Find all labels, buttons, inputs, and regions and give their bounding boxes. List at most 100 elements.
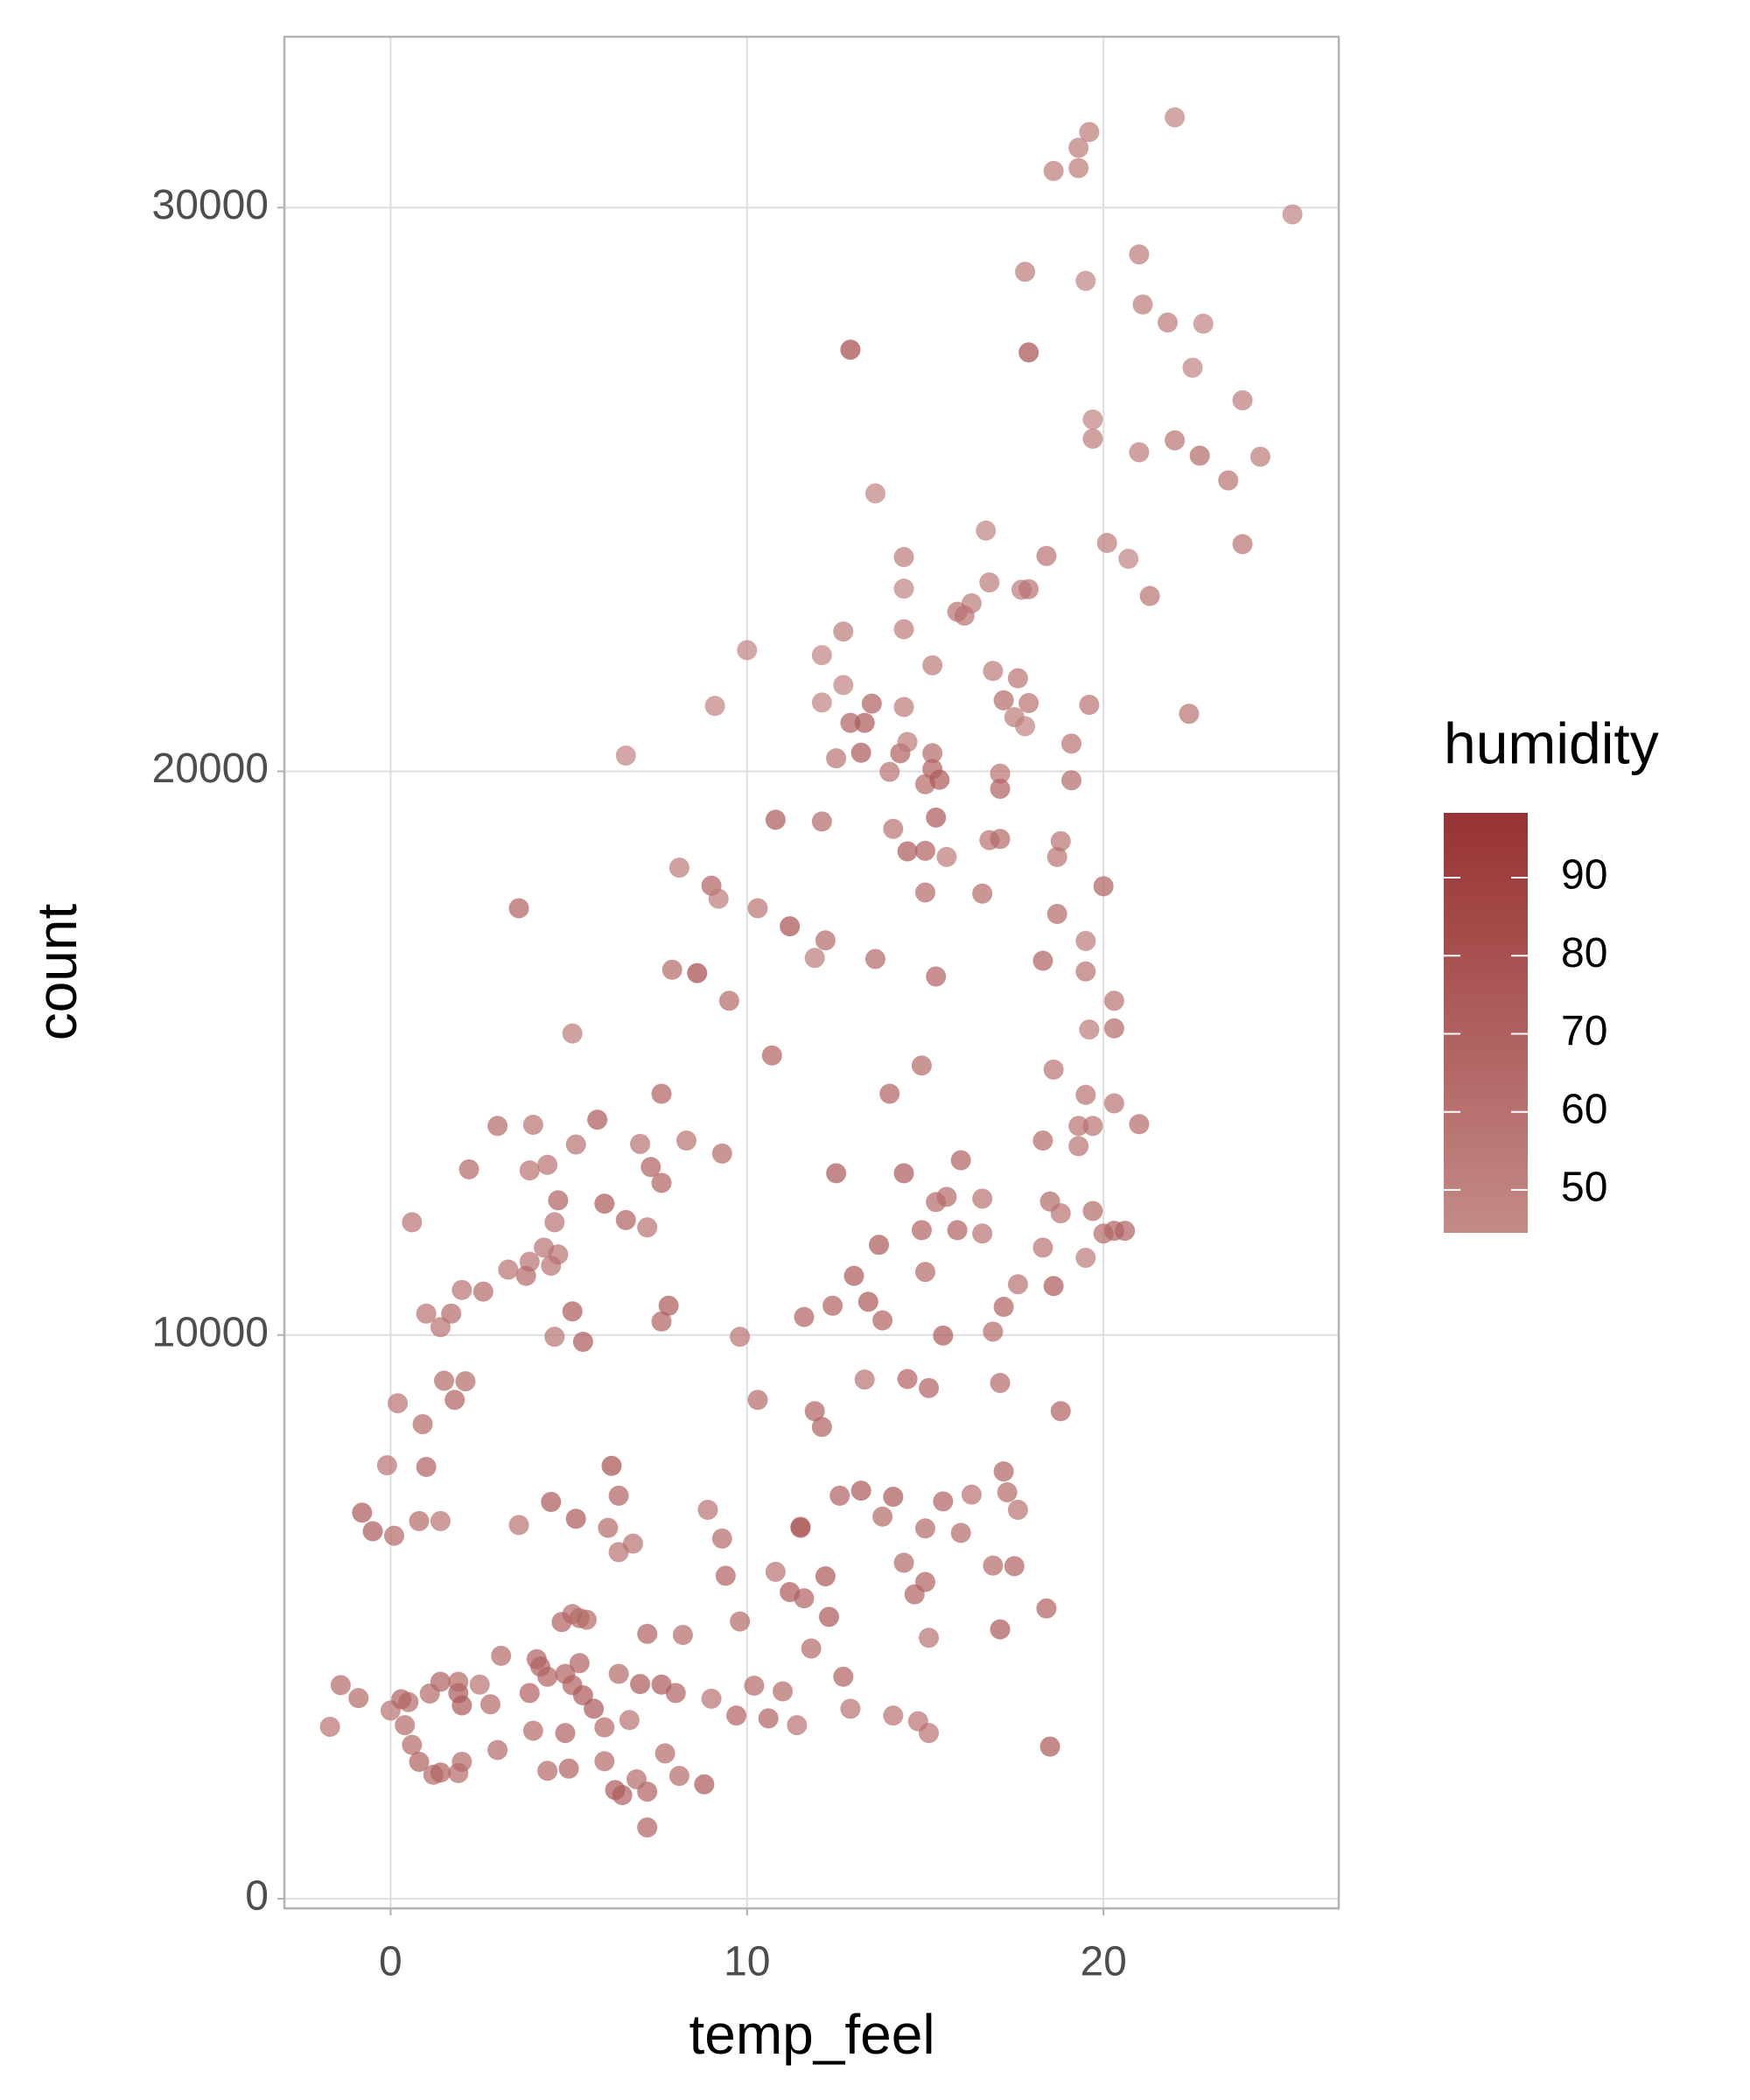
point [1139,585,1160,606]
point [858,1292,878,1312]
point [1093,876,1114,897]
point [911,1055,932,1076]
x-tick-label: 0 [379,1939,402,1985]
point [914,1518,935,1539]
point [833,621,854,642]
point [815,930,836,951]
point [594,1717,615,1738]
point [711,1143,732,1164]
point [765,1561,786,1582]
point [926,807,947,828]
point [515,1265,536,1286]
point [362,1521,383,1542]
point [555,1723,576,1744]
point [651,1311,672,1332]
point [972,883,993,904]
point [1068,1136,1089,1157]
point [598,1517,619,1538]
point [508,898,529,919]
point [541,1491,562,1512]
point [704,696,725,717]
point [790,1517,811,1538]
point [1007,668,1028,689]
point [708,888,729,909]
point [990,1373,1011,1394]
point [569,1653,590,1674]
point [854,1369,875,1390]
point [893,578,914,599]
colorbar [1444,813,1528,1233]
point [922,654,943,676]
point [1082,1200,1103,1222]
point [1079,1019,1100,1040]
point [972,1223,993,1244]
point [565,1134,586,1155]
point [830,1485,850,1506]
point [1060,770,1082,791]
point [419,1684,440,1704]
point [914,1262,935,1283]
point [893,696,914,718]
point [1103,1018,1124,1039]
point [529,1656,550,1677]
point [826,1163,847,1184]
point [711,1528,732,1549]
point [651,1172,672,1194]
point [584,1698,605,1719]
point [904,1584,925,1605]
point [914,882,935,903]
point [1165,107,1186,128]
point [883,1705,904,1726]
point [1250,446,1270,467]
point [950,1522,971,1544]
point [630,1133,651,1154]
point [990,763,1011,784]
point [565,1508,586,1530]
point [726,1705,747,1726]
point [551,1612,572,1633]
point [1282,204,1303,225]
point [395,1715,416,1736]
point [1179,704,1200,724]
point [615,1209,636,1230]
point [1082,428,1103,449]
point [926,966,947,987]
point [840,712,861,733]
point [993,1297,1014,1318]
point [780,916,801,937]
point [730,1611,751,1632]
point [1036,545,1057,566]
point [933,1491,954,1512]
point [1079,694,1100,715]
point [637,1817,658,1838]
point [936,846,957,867]
point [458,1158,480,1180]
point [815,1566,836,1587]
point [388,1393,409,1414]
point [1075,930,1096,951]
point [1129,442,1150,463]
point [572,1684,593,1705]
point [487,1740,508,1760]
point [840,340,861,360]
colorbar-tick-label: 50 [1561,1165,1607,1211]
point [1050,830,1071,851]
point [893,1163,914,1184]
point [1103,1093,1124,1114]
point [416,1457,437,1478]
point [562,1023,583,1044]
colorbar-tick-label: 70 [1561,1008,1607,1054]
point [811,645,832,666]
panel-border [283,35,1340,1910]
point [983,1555,1004,1576]
point [1157,312,1178,333]
point [330,1675,351,1696]
point [626,1768,647,1789]
point [936,1186,957,1208]
point [822,1295,844,1316]
point [412,1414,433,1435]
point [391,1689,412,1710]
point [933,1325,954,1346]
point [1193,313,1214,334]
point [622,1533,643,1554]
